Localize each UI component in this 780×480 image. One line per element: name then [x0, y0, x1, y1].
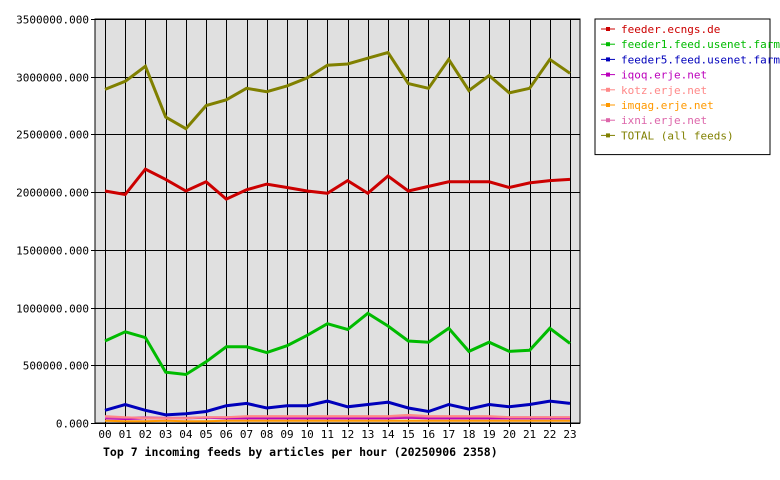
legend-marker: [606, 42, 610, 47]
legend-marker: [606, 27, 610, 31]
legend: feeder.ecngs.de feeder1.feed.usenet.farm f…: [594, 18, 780, 156]
series-line-5: [104, 419, 570, 423]
legend-label: feeder1.feed.usenet.farm: [621, 38, 780, 51]
legend-marker: [606, 118, 610, 123]
y-tick-label: 3000000.000: [16, 72, 89, 85]
x-tick-label: 21: [523, 428, 536, 441]
legend-marker: [606, 103, 610, 107]
x-tick-label: 15: [402, 428, 415, 441]
y-tick-label: 3500000.000: [16, 14, 89, 27]
legend-marker: [606, 72, 610, 77]
legend-label: iqoq.erje.net: [621, 69, 707, 82]
series-line-1: [104, 311, 571, 377]
legend-label: imqag.erje.net: [621, 99, 714, 112]
x-tick-label: 09: [280, 428, 293, 441]
x-tick-label: 04: [179, 428, 193, 441]
plot-area: [95, 19, 580, 423]
series-line-2: [104, 399, 571, 417]
legend-label: feeder5.feed.usenet.farm: [621, 53, 780, 66]
legend-label: kotz.erje.net: [621, 84, 707, 97]
x-tick-label: 13: [361, 428, 374, 441]
x-tick-label: 03: [159, 428, 172, 441]
x-tick-label: 19: [483, 428, 496, 441]
legend-label: feeder.ecngs.de: [621, 23, 720, 36]
legend-label: ixni.erje.net: [621, 114, 707, 127]
x-tick-label: 10: [301, 428, 314, 441]
x-tick-label: 05: [199, 428, 212, 441]
x-tick-label: 00: [98, 428, 111, 441]
x-tick-label: 07: [240, 428, 253, 441]
y-tick-label: 2000000.000: [16, 187, 89, 200]
x-tick-label: 23: [563, 428, 576, 441]
y-tick-label: 1000000.000: [16, 303, 89, 316]
x-tick-label: 11: [321, 428, 334, 441]
x-tick-label: 16: [422, 428, 435, 441]
legend-marker: [606, 87, 610, 92]
series-line-4: [104, 413, 570, 420]
y-tick-label: 2500000.000: [16, 129, 89, 142]
x-tick-label: 06: [220, 428, 233, 441]
y-tick-label: 1500000.000: [16, 245, 89, 258]
x-tick-label: 12: [341, 428, 354, 441]
series-line-7: [104, 50, 571, 131]
x-tick-label: 18: [462, 428, 475, 441]
series-lines: [104, 50, 571, 423]
x-tick-label: 20: [503, 428, 516, 441]
plot-border: [94, 18, 581, 424]
x-tick-label: 01: [119, 428, 132, 441]
legend-label: TOTAL (all feeds): [621, 129, 734, 142]
legend-marker: [606, 133, 610, 138]
y-tick-label: 500000.000: [23, 360, 89, 373]
x-tick-label: 22: [543, 428, 556, 441]
chart-title: Top 7 incoming feeds by articles per hou…: [103, 445, 498, 459]
y-tick-label: 0.000: [56, 418, 89, 431]
x-tick-label: 08: [260, 428, 273, 441]
x-tick-label: 14: [381, 428, 395, 441]
x-axis-ticks: 00 01 02 03 04 05 06 07 08 09 10 11 12 13 14 15 16 17 18 19…: [98, 423, 577, 441]
y-axis-ticks: 0.000 500000.000 1000000.000 1500000.000 200…: [16, 14, 95, 431]
x-tick-label: 17: [442, 428, 455, 441]
series-line-0: [104, 167, 571, 201]
legend-box: [594, 18, 771, 156]
x-tick-label: 02: [139, 428, 152, 441]
legend-marker: [606, 57, 610, 62]
